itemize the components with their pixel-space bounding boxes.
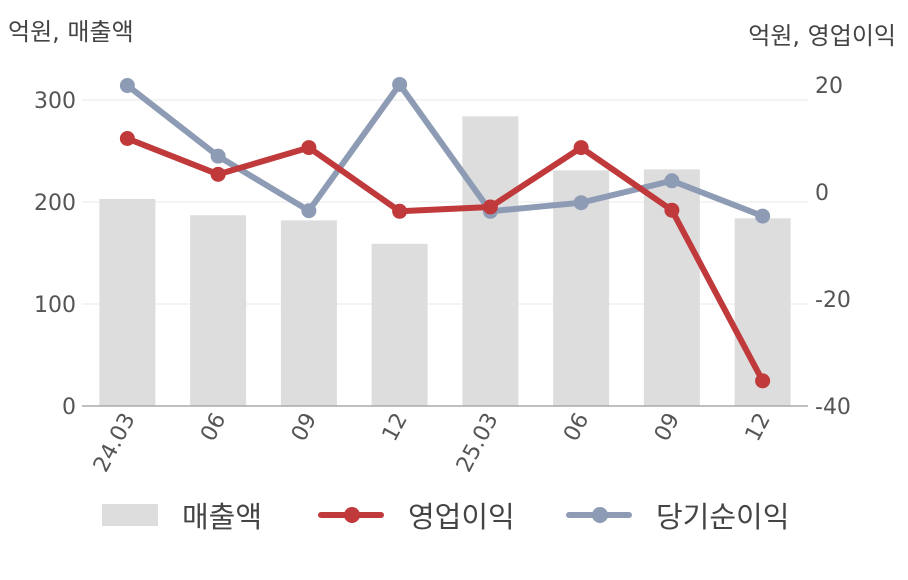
net-income-point: [573, 195, 589, 211]
right-tick-label: 0: [815, 181, 829, 206]
net-income-point: [755, 208, 771, 224]
left-tick-label: 300: [34, 89, 76, 114]
net-income-point: [664, 173, 680, 189]
right-tick-label: -40: [815, 395, 851, 420]
legend-swatch-net-income: [566, 504, 632, 526]
combo-chart: 0 100 200 300 -40 -20 0 20 24.03 06 09 12 25.03 06 09 1…: [34, 74, 851, 476]
x-tick-label: 09: [650, 409, 685, 445]
x-tick-label: 06: [559, 409, 594, 445]
legend: 매출액 영업이익 당기순이익: [0, 490, 908, 540]
legend-item-revenue: 매출액: [102, 490, 262, 540]
revenue-bar: [371, 243, 428, 406]
revenue-bar: [190, 215, 247, 406]
operating-profit-point: [755, 373, 771, 389]
legend-item-operating-profit: 영업이익: [318, 490, 515, 540]
legend-swatch-revenue: [102, 504, 158, 526]
x-tick-label: 06: [196, 409, 231, 445]
revenue-bars: [99, 116, 791, 406]
net-income-point: [210, 148, 226, 164]
operating-profit-point: [573, 140, 589, 156]
operating-profit-point: [301, 140, 317, 156]
operating-profit-point: [664, 202, 680, 218]
x-tick-label: 12: [378, 409, 413, 445]
revenue-bar: [99, 198, 156, 406]
net-income-line: [124, 81, 766, 220]
revenue-bar: [462, 116, 519, 406]
net-income-point: [392, 76, 408, 92]
left-tick-label: 200: [34, 191, 76, 216]
x-tick-label: 24.03: [89, 409, 141, 476]
legend-label-net-income: 당기순이익: [656, 500, 790, 534]
net-income-point: [301, 203, 317, 219]
legend-label-revenue: 매출액: [182, 500, 263, 534]
legend-label-operating-profit: 영업이익: [408, 500, 515, 534]
legend-swatch-operating-profit: [318, 504, 384, 526]
operating-profit-point: [392, 203, 408, 219]
operating-profit-point: [210, 166, 226, 182]
right-axis-unit-label: 억원, 영업이익: [748, 22, 896, 50]
right-tick-label: 20: [815, 74, 843, 99]
x-tick-label: 25.03: [452, 409, 504, 476]
left-tick-label: 100: [34, 293, 76, 318]
x-tick-label: 09: [287, 409, 322, 445]
right-tick-label: -20: [815, 288, 851, 313]
net-income-point: [119, 78, 135, 94]
profit-lines: [119, 76, 771, 389]
operating-profit-line: [124, 135, 766, 384]
tick-labels: 0 100 200 300 -40 -20 0 20 24.03 06 09 12 25.03 06 09 1…: [34, 74, 851, 476]
left-tick-label: 0: [62, 395, 76, 420]
operating-profit-point: [119, 131, 135, 146]
legend-item-net-income: 당기순이익: [566, 490, 789, 540]
x-tick-label: 12: [741, 409, 776, 445]
revenue-bar: [280, 220, 337, 406]
operating-profit-point: [482, 199, 498, 215]
left-axis-unit-label: 억원, 매출액: [8, 18, 134, 46]
